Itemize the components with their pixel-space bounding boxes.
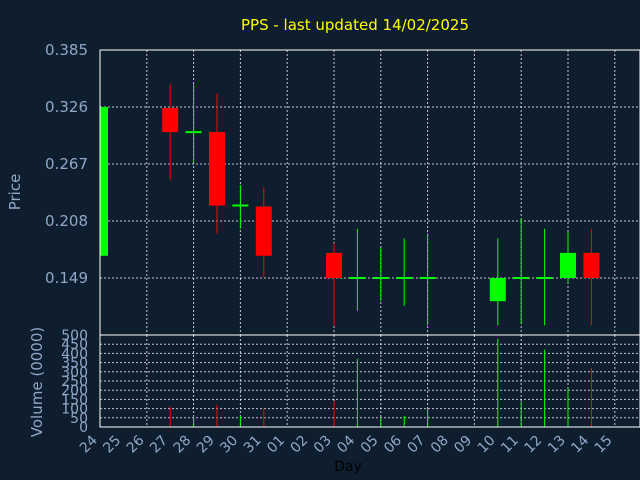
price-axis-ticks: 0.385 0.326 0.267 0.208 0.149 <box>45 41 88 287</box>
x-tick-label: 05 <box>358 433 382 457</box>
x-tick-label: 13 <box>545 433 569 457</box>
x-tick-label: 26 <box>124 432 148 456</box>
candle-body <box>162 107 179 133</box>
x-tick-label: 15 <box>592 433 616 457</box>
x-tick-label: 28 <box>171 433 195 457</box>
candle-body <box>489 278 506 302</box>
x-tick-label: 31 <box>241 433 265 457</box>
x-axis-label: Day <box>334 459 362 475</box>
x-tick-label: 06 <box>381 432 405 456</box>
candle-body <box>209 132 225 206</box>
volume-tick-label: 50 <box>70 411 88 427</box>
x-tick-label: 08 <box>428 433 452 457</box>
volume-tick-label: 250 <box>61 374 88 390</box>
price-tick-label: 0.267 <box>45 155 88 173</box>
price-tick-label: 0.208 <box>45 212 88 230</box>
chart-title: PPS - last updated 14/02/2025 <box>241 16 469 34</box>
volume-panel-frame <box>99 334 640 428</box>
x-axis-ticks: 24 25 26 27 28 29 30 31 01 02 03 04 05 06 07 08 09 10 11 12… <box>77 432 616 456</box>
volume-tick-label: 0 <box>79 420 88 436</box>
x-tick-label: 09 <box>451 433 475 457</box>
x-tick-label: 07 <box>405 433 429 457</box>
x-tick-label: 24 <box>77 432 101 456</box>
x-tick-label: 14 <box>568 432 592 456</box>
volume-tick-label: 200 <box>61 383 88 399</box>
price-tick-label: 0.149 <box>45 269 88 287</box>
x-tick-label: 01 <box>264 433 288 457</box>
price-tick-label: 0.385 <box>45 41 88 59</box>
price-axis-label: Price <box>6 174 24 211</box>
volume-tick-label: 400 <box>61 346 88 362</box>
x-tick-label: 30 <box>217 433 241 457</box>
volume-tick-label: 500 <box>61 328 88 344</box>
candle-body <box>560 252 576 278</box>
x-tick-label: 27 <box>147 433 171 457</box>
x-tick-label: 03 <box>311 433 335 457</box>
price-panel-grid <box>100 49 640 335</box>
x-tick-label: 25 <box>100 433 124 457</box>
volume-axis-label: Volume (0000) <box>28 327 46 437</box>
price-tick-label: 0.326 <box>45 98 88 116</box>
volume-tick-label: 350 <box>61 356 88 372</box>
candle-body <box>255 206 272 256</box>
candle-body <box>326 252 342 278</box>
x-tick-label: 29 <box>194 433 218 457</box>
x-tick-label: 11 <box>498 433 522 457</box>
candle-body <box>583 252 600 278</box>
volume-tick-label: 150 <box>61 392 88 408</box>
volume-tick-label: 300 <box>61 365 88 381</box>
x-tick-label: 04 <box>334 432 358 456</box>
volume-tick-label: 100 <box>61 402 88 418</box>
x-tick-label: 10 <box>475 433 499 457</box>
candle-body <box>100 107 108 256</box>
x-tick-label: 12 <box>522 433 546 457</box>
x-tick-label: 02 <box>288 433 312 457</box>
price-panel-frame <box>99 49 640 336</box>
price-candles <box>99 83 600 326</box>
volume-panel-grid <box>100 334 640 428</box>
volume-bars <box>169 338 592 427</box>
volume-tick-label: 450 <box>61 337 88 353</box>
